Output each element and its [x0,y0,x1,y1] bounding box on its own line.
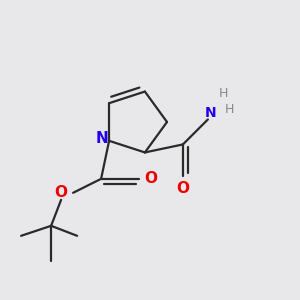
Text: N: N [205,106,217,120]
Text: H: H [219,87,229,100]
Text: H: H [225,103,235,116]
Text: O: O [176,181,189,196]
Text: O: O [145,171,158,186]
Text: O: O [55,185,68,200]
Text: N: N [96,131,109,146]
